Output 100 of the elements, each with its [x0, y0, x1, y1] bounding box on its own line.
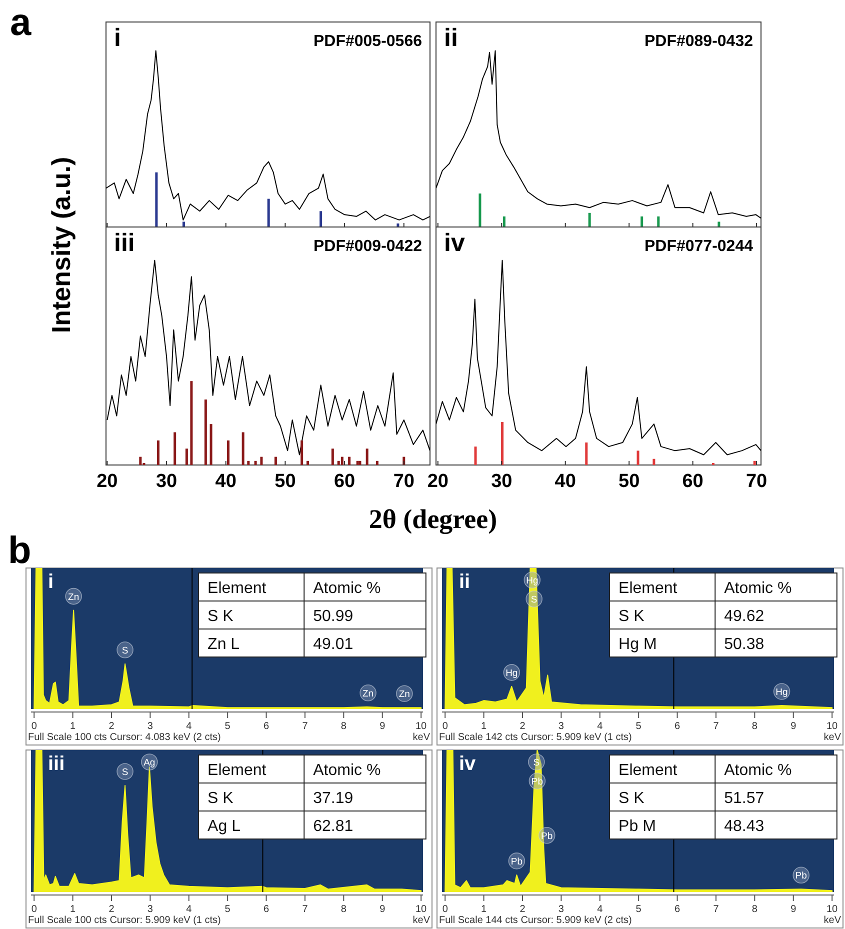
x-tick-label: 9	[790, 904, 797, 915]
x-tick-label: 10	[416, 904, 428, 915]
text: Full Scale 100 cts Cursor: 4.083 keV (2 cts)	[28, 732, 221, 743]
x-tick-label: 7	[713, 721, 720, 732]
bar	[348, 456, 351, 465]
x-tick-label: 20	[427, 471, 448, 492]
x-tick-label: 6	[674, 904, 680, 915]
annotation: Zn	[398, 689, 410, 700]
bar	[366, 448, 368, 465]
annotation: 62.81	[313, 818, 354, 835]
bar	[185, 448, 188, 465]
x-tick-label: 30	[156, 471, 178, 492]
annotation: b	[8, 530, 32, 572]
x-tick-label: 70	[746, 471, 768, 492]
annotation: Element	[208, 580, 267, 597]
annotation: ii	[459, 571, 470, 593]
annotation: S K	[618, 790, 645, 807]
annotation: i	[114, 24, 121, 52]
bar	[300, 440, 304, 465]
x-tick-label: 4	[186, 721, 192, 732]
text: PDF#005-0566	[313, 33, 422, 50]
annotation: 51.57	[724, 790, 764, 807]
bar	[502, 216, 506, 227]
x-tick-label: 2	[520, 721, 526, 732]
bar	[376, 460, 378, 465]
bar	[718, 222, 720, 227]
annotation: Hg	[506, 668, 518, 679]
annotation: Atomic %	[313, 580, 381, 597]
annotation: 50.99	[313, 608, 354, 625]
x-tick-label: 3	[558, 904, 564, 915]
bar	[331, 448, 334, 465]
bar	[340, 456, 344, 465]
annotation: ii	[444, 24, 458, 52]
annotation: i	[48, 571, 54, 593]
text: Full Scale 100 cts Cursor: 5.909 keV (1 cts)	[28, 915, 221, 926]
x-tick-label: 2	[108, 904, 115, 915]
bar	[155, 172, 158, 227]
annotation: Atomic %	[313, 762, 381, 779]
annotation: 49.62	[724, 608, 764, 625]
x-tick-label: 6	[263, 721, 270, 732]
x-tick-label: 0	[31, 904, 38, 915]
x-tick-label: 50	[274, 471, 296, 492]
text: iv	[444, 229, 465, 257]
bar	[358, 460, 362, 465]
text: iii	[114, 229, 135, 257]
x-tick-label: 40	[554, 471, 576, 492]
annotation: Pb	[510, 856, 522, 868]
x-tick-label: 60	[334, 471, 356, 492]
bar	[226, 440, 230, 465]
x-tick-label: 8	[752, 721, 758, 732]
bar	[210, 424, 212, 465]
text: a	[10, 2, 32, 44]
annotation: Hg M	[618, 636, 657, 653]
x-tick-label: 0	[442, 904, 448, 915]
annotation: S K	[208, 790, 234, 807]
x-tick-label: 0	[442, 721, 448, 732]
x-tick-label: 1	[70, 721, 76, 732]
x-tick-label: 5	[636, 904, 642, 915]
annotation: iv	[459, 753, 477, 775]
x-tick-label: 8	[340, 721, 347, 732]
bar	[640, 216, 644, 227]
annotation: S	[530, 594, 538, 606]
bar	[204, 400, 207, 465]
annotation: Ag	[144, 758, 156, 768]
bar	[652, 458, 656, 465]
x-tick-label: 10	[826, 721, 838, 732]
x-axis-title: keV	[824, 732, 842, 743]
bar	[260, 456, 263, 465]
x-tick-label: 7	[302, 721, 308, 732]
x-axis-title: keV	[824, 915, 842, 926]
x-axis-title: keV	[412, 915, 430, 926]
annotation: Element	[208, 762, 267, 779]
annotation: Zn	[362, 688, 374, 700]
annotation: 48.43	[724, 818, 764, 835]
bar	[139, 456, 142, 465]
annotation: iii	[48, 753, 65, 775]
x-tick-label: 10	[826, 904, 838, 915]
annotation: 49.01	[313, 636, 354, 653]
bar	[174, 432, 176, 465]
x-tick-label: 3	[147, 721, 154, 732]
x-tick-label: 4	[597, 721, 604, 732]
bar	[267, 198, 270, 227]
bar	[190, 381, 193, 465]
x-tick-label: 9	[790, 721, 797, 732]
annotation: Element	[618, 762, 678, 779]
bar	[156, 440, 160, 465]
annotation: S	[122, 767, 128, 778]
annotation: Element	[618, 580, 678, 597]
x-tick-label: 1	[481, 721, 488, 732]
x-tick-label: 2	[520, 904, 526, 915]
x-tick-label: 5	[636, 721, 642, 732]
annotation: Zn L	[208, 636, 240, 653]
bar	[474, 446, 477, 465]
x-tick-label: 4	[597, 904, 604, 915]
bar	[636, 450, 640, 465]
annotation: S	[122, 645, 128, 656]
annotation: S K	[618, 608, 645, 625]
x-tick-label: 1	[70, 904, 76, 915]
x-tick-label: 5	[224, 904, 231, 915]
x-tick-label: 9	[380, 904, 386, 915]
